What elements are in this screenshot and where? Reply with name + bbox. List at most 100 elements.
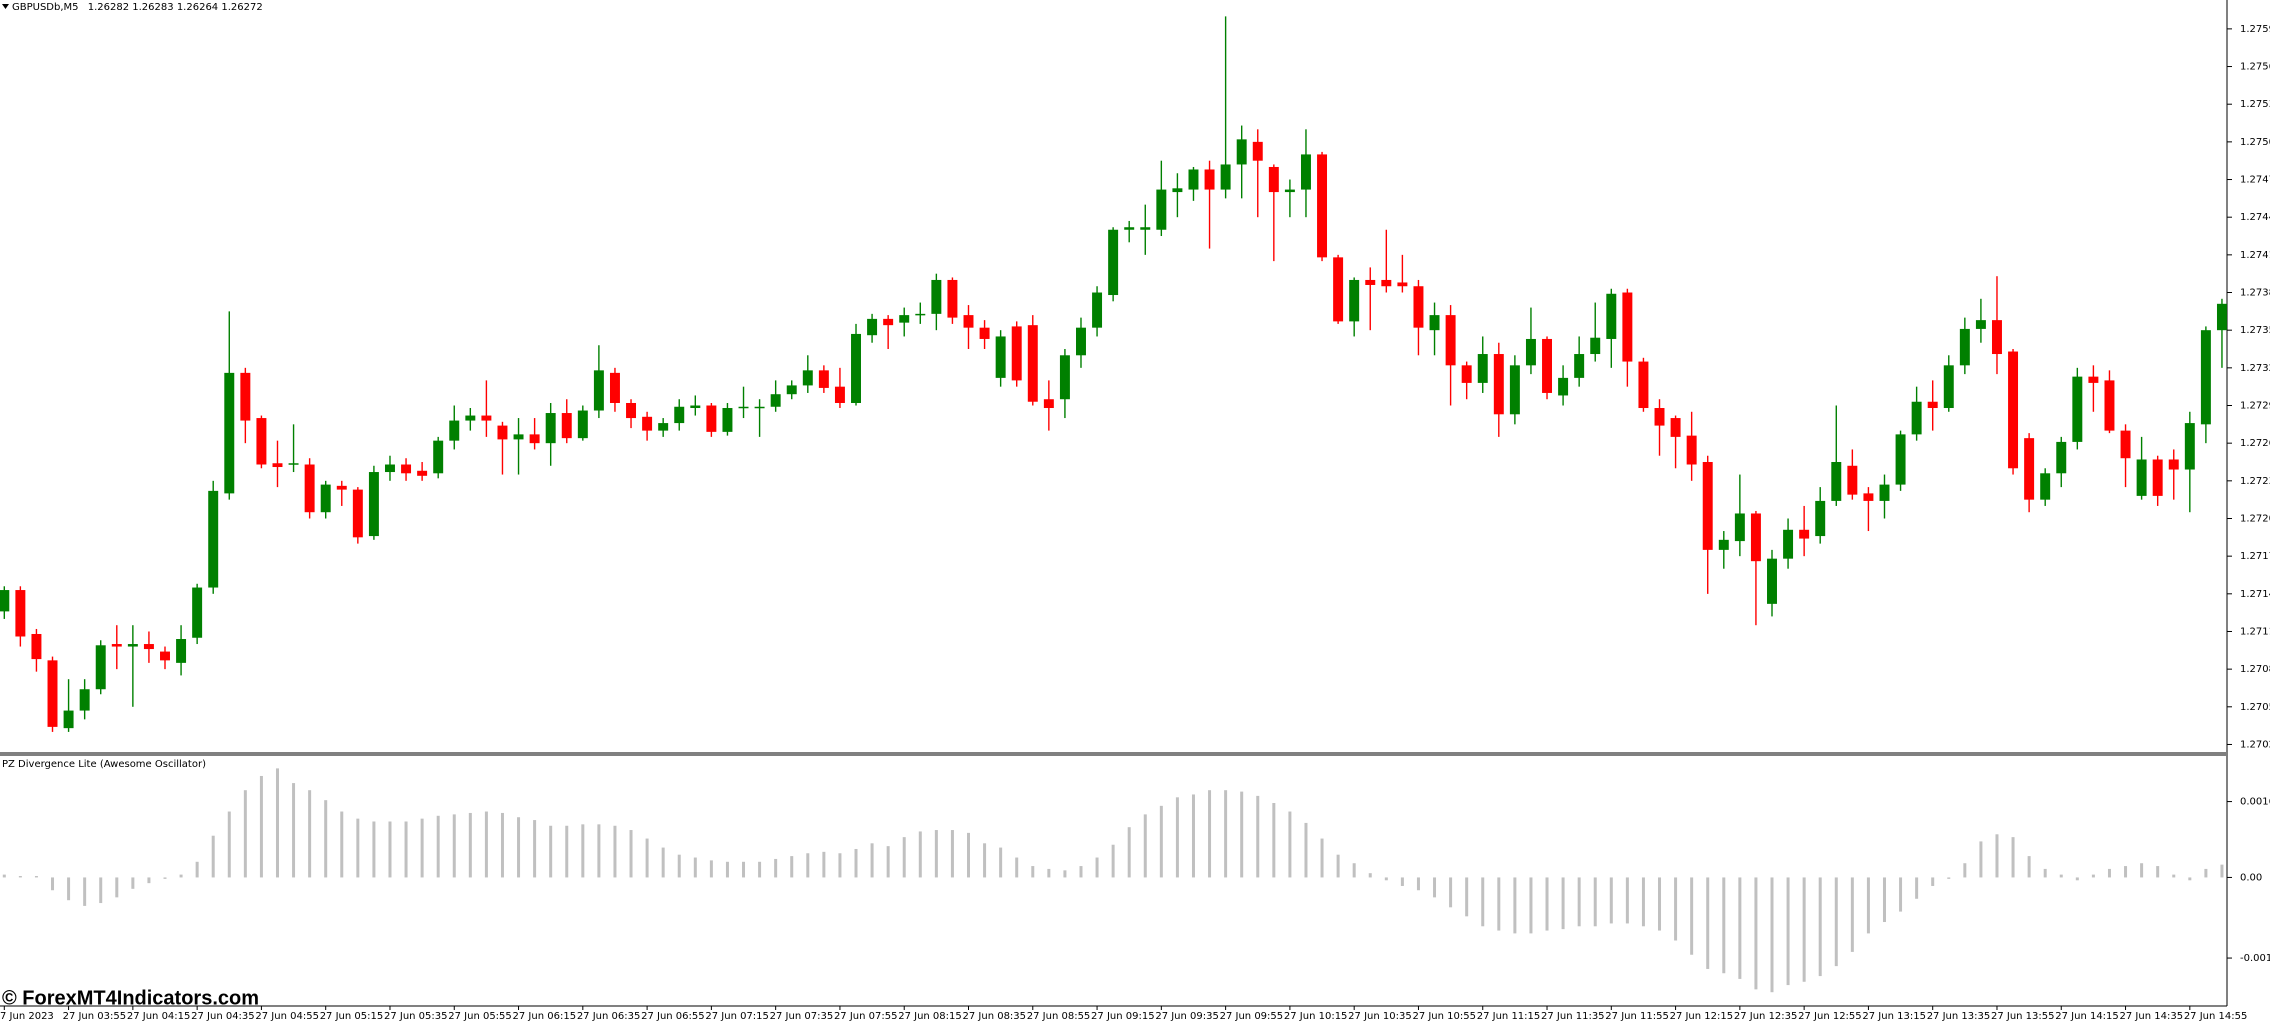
candle-body [497,425,508,440]
candle-body [352,489,363,538]
symbol: GBPUSDb,M5 [12,2,79,13]
x-tick-label: 27 Jun 05:15 [320,1011,384,1022]
y-tick-label: 1.2723 [2240,476,2270,487]
candle-body [1043,399,1054,409]
candle-body [1140,227,1151,230]
oscillator-bar [452,814,456,878]
oscillator-bar [1513,877,1517,934]
candle-body [754,406,765,409]
candle-body [401,464,412,474]
oscillator-bar [420,818,424,878]
candle-body [851,333,861,403]
candle-body [1333,257,1344,322]
oscillator-bar [1625,877,1629,924]
oscillator-bar [1175,797,1179,878]
oscillator-bar [1963,863,1967,878]
oscillator-bar [2011,837,2015,878]
y-tick-label: 1.2705 [2240,702,2270,713]
oscillator-bar [597,824,601,878]
y-tick-label: -0.0017 [2240,953,2270,964]
oscillator-bar [1674,877,1678,941]
candle-body [1606,293,1617,339]
x-tick-label: 27 Jun 13:15 [1862,1011,1926,1022]
candle-body [79,689,90,711]
watermark: © ForexMT4Indicators.com [2,987,259,1009]
candle-body [160,651,170,661]
x-tick-label: 27 Jun 11:35 [1541,1011,1605,1022]
x-tick-label: 27 Jun 06:15 [513,1011,577,1022]
x-tick-label: 27 Jun 08:55 [1027,1011,1091,1022]
x-tick-label: 27 Jun 07:35 [770,1011,834,1022]
oscillator-bar [1561,877,1565,930]
oscillator-bar [774,858,778,878]
candle-body [1991,320,2002,355]
x-tick-label: 27 Jun 11:15 [1477,1011,1541,1022]
x-tick-label: 27 Jun 14:35 [2120,1011,2184,1022]
oscillator-bar [468,812,472,878]
oscillator-bar [1786,877,1790,986]
y-tick-label: 1.2744 [2240,212,2270,223]
candle-body [2072,376,2083,442]
x-tick-label: 27 Jun 04:55 [255,1011,319,1022]
oscillator-bar [934,830,938,878]
oscillator-bar [693,857,697,878]
candle-body [1429,315,1440,331]
candle-body [1204,169,1215,190]
candle-body [786,385,797,395]
candle-body [609,372,620,403]
candle-body [2136,459,2147,496]
candle-body [2104,380,2115,431]
oscillator-bar [1850,877,1854,952]
x-tick-label: 27 Jun 08:15 [898,1011,962,1022]
oscillator-bar [2,874,6,878]
oscillator-bar [67,877,71,901]
oscillator-bar [2059,874,2063,878]
oscillator-bar [1304,822,1308,878]
oscillator-bar [645,838,649,878]
candle-body [1059,355,1070,400]
oscillator-bar [661,847,665,878]
oscillator-bar [1465,877,1469,917]
y-tick-label: 1.2714 [2240,589,2270,600]
oscillator-bar [2172,874,2176,878]
candle-body [240,372,251,421]
oscillator-bar [356,818,360,878]
oscillator-bar [1641,877,1645,927]
oscillator-bar [2140,863,2144,878]
candle-body [2200,330,2211,425]
oscillator-bar [1706,877,1710,969]
candle-body [915,313,926,316]
candle-body [963,315,974,328]
candle-body [1943,365,1954,409]
candle-body [722,408,733,432]
candle-body [1895,434,1906,485]
oscillator-bar [1031,866,1035,878]
candle-body [947,279,958,318]
oscillator-bar [1609,877,1613,924]
candle-body [256,418,267,465]
oscillator-bar [1818,877,1822,977]
oscillator-bar [1529,877,1533,934]
candle-body [1092,292,1103,328]
x-tick-label: 27 Jun 12:55 [1798,1011,1862,1022]
x-tick-label: 27 Jun 10:35 [1348,1011,1412,1022]
candle-body [674,406,685,424]
oscillator-bar [18,876,22,878]
candle-body [1268,166,1279,193]
oscillator-bar [2188,877,2192,881]
oscillator-bar [99,877,103,904]
oscillator-bar [1481,877,1485,927]
oscillator-bar [1336,854,1340,878]
oscillator-bar [1208,790,1212,878]
candle-body [931,279,942,314]
candle-body [883,318,894,326]
candle-body [1381,279,1392,287]
oscillator-bar [308,790,312,878]
candle-body [642,416,653,431]
candle-body [1670,418,1681,437]
oscillator-bar [2075,877,2079,881]
candle-body [1638,361,1649,409]
candle-body [433,440,444,474]
quote-open: 1.26282 [88,2,129,13]
